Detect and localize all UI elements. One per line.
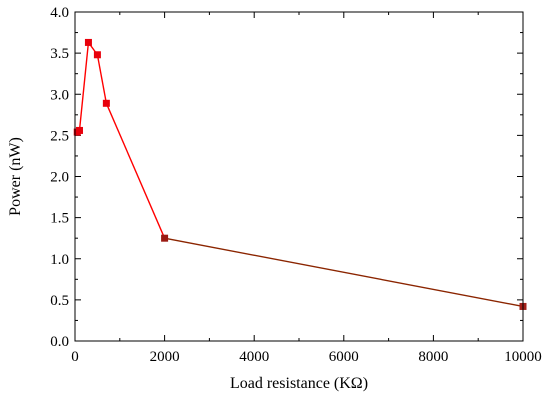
- x-axis-ticks: 0 2000 4000 6000 8000 10000: [71, 12, 542, 365]
- plot-frame: [74, 11, 524, 342]
- data-point: [75, 126, 83, 134]
- x-tick-label: 0: [71, 349, 79, 365]
- y-tick-label: 1.0: [50, 252, 69, 268]
- series-layer: [73, 38, 527, 310]
- y-tick-label: 2.5: [50, 128, 69, 144]
- x-tick-label: 6000: [329, 349, 359, 365]
- data-point: [84, 38, 92, 46]
- y-tick-label: 2.0: [50, 170, 69, 186]
- series-line-segment: [78, 42, 90, 131]
- y-tick-label: 4.0: [50, 5, 69, 21]
- data-point: [161, 234, 169, 242]
- x-axis-title: Load resistance (KΩ): [230, 375, 368, 392]
- series-line-segment: [164, 237, 524, 308]
- x-tick-label: 4000: [239, 349, 269, 365]
- data-point: [102, 99, 110, 107]
- y-tick-label: 3.0: [50, 87, 69, 103]
- series-line-segment: [105, 103, 166, 239]
- y-axis-title: Power (nW): [7, 137, 24, 216]
- y-axis-ticks: 0.0 0.5 1.0 1.5 2.0 2.5 3.0 3.5 4.0: [50, 5, 523, 350]
- y-tick-label: 1.5: [50, 211, 69, 227]
- x-tick-label: 2000: [150, 349, 180, 365]
- y-tick-label: 3.5: [50, 46, 69, 62]
- x-tick-label: 10000: [504, 349, 542, 365]
- series-line-segment: [96, 54, 108, 104]
- y-tick-label: 0.0: [50, 334, 69, 350]
- y-tick-label: 0.5: [50, 293, 69, 309]
- data-point: [93, 51, 101, 59]
- x-tick-label: 8000: [418, 349, 448, 365]
